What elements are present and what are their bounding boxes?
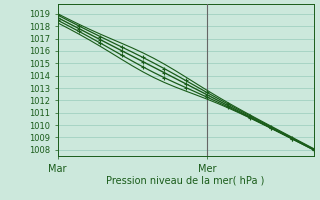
- X-axis label: Pression niveau de la mer( hPa ): Pression niveau de la mer( hPa ): [107, 175, 265, 185]
